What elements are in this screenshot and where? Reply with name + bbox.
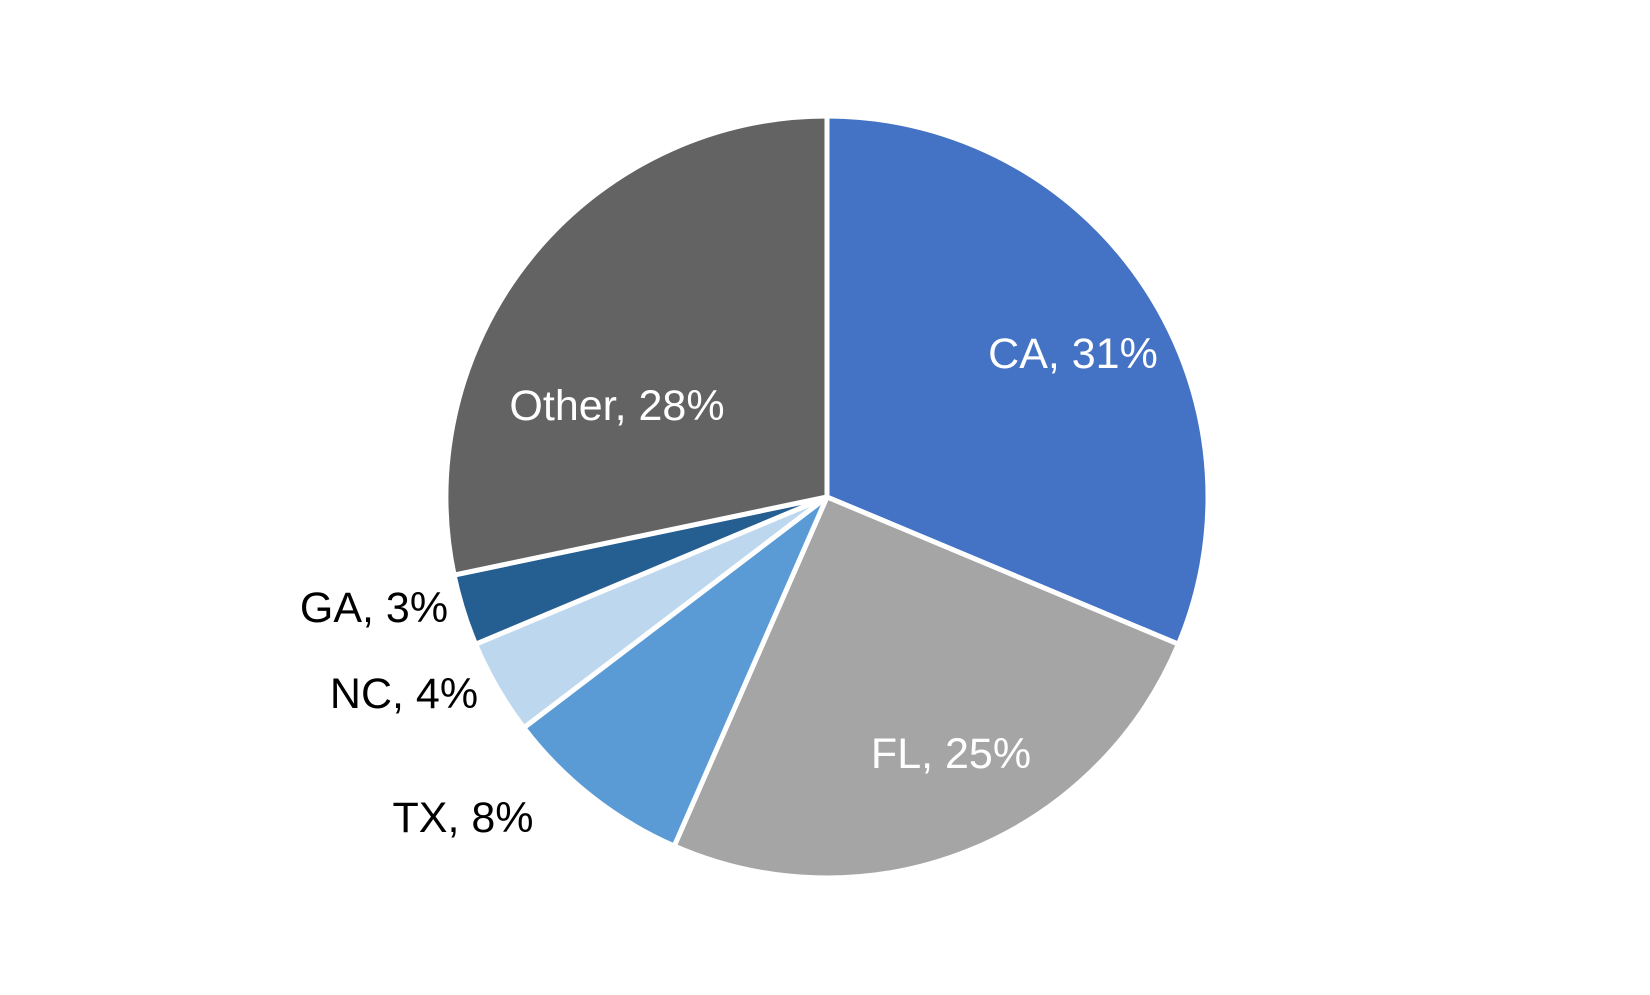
pie-slice-other [443, 113, 830, 578]
data-label-fl: FL, 25% [871, 730, 1031, 778]
slices-layer [443, 113, 1211, 881]
data-label-nc: NC, 4% [330, 670, 478, 718]
pie-slice-ca [824, 113, 1211, 647]
data-label-ca: CA, 31% [988, 330, 1158, 378]
pie-slice-fl [671, 494, 1181, 881]
labels-layer: CA, 31% FL, 25% TX, 8% NC, 4% GA, 3% Other, 2… [300, 330, 1158, 842]
data-label-tx: TX, 8% [393, 794, 534, 842]
data-label-ga: GA, 3% [300, 584, 448, 632]
data-label-other: Other, 28% [509, 382, 724, 430]
pie-slice-tx [521, 494, 830, 849]
